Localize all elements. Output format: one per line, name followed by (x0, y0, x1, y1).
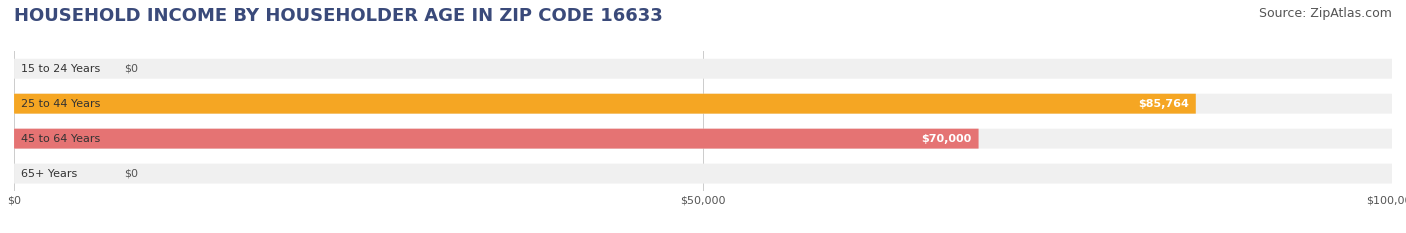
FancyBboxPatch shape (14, 129, 979, 149)
Text: $0: $0 (124, 169, 138, 178)
FancyBboxPatch shape (14, 129, 1392, 149)
FancyBboxPatch shape (14, 59, 1392, 79)
Text: 45 to 64 Years: 45 to 64 Years (21, 134, 100, 144)
Text: 25 to 44 Years: 25 to 44 Years (21, 99, 100, 109)
Text: $85,764: $85,764 (1137, 99, 1189, 109)
FancyBboxPatch shape (14, 94, 1195, 114)
FancyBboxPatch shape (14, 94, 1392, 114)
Text: 15 to 24 Years: 15 to 24 Years (21, 64, 100, 74)
Text: Source: ZipAtlas.com: Source: ZipAtlas.com (1258, 7, 1392, 20)
Text: $70,000: $70,000 (921, 134, 972, 144)
Text: $0: $0 (124, 64, 138, 74)
FancyBboxPatch shape (14, 164, 1392, 184)
Text: HOUSEHOLD INCOME BY HOUSEHOLDER AGE IN ZIP CODE 16633: HOUSEHOLD INCOME BY HOUSEHOLDER AGE IN Z… (14, 7, 662, 25)
Text: 65+ Years: 65+ Years (21, 169, 77, 178)
